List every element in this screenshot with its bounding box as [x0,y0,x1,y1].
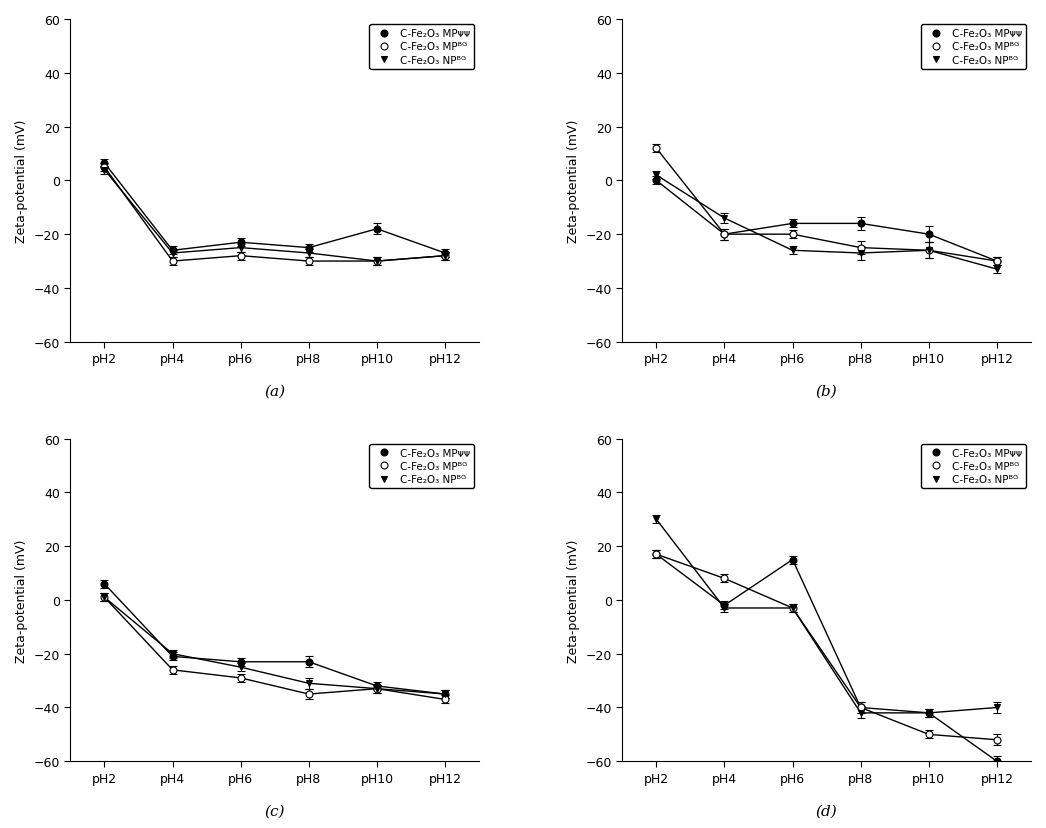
C-Fe₂O₃ MPᴮᴳ [166,665,179,675]
C-Fe₂O₃ MPᴪᴪ [855,703,867,713]
C-Fe₂O₃ MPᴪᴪ [787,555,799,565]
Line: C-Fe₂O₃ NPᴮᴳ: C-Fe₂O₃ NPᴮᴳ [653,516,1000,716]
Line: C-Fe₂O₃ MPᴮᴳ: C-Fe₂O₃ MPᴮᴳ [101,164,449,265]
Line: C-Fe₂O₃ MPᴪᴪ: C-Fe₂O₃ MPᴪᴪ [653,178,1000,265]
Text: (d): (d) [816,803,838,817]
C-Fe₂O₃ MPᴪᴪ [650,550,662,560]
C-Fe₂O₃ MPᴪᴪ [438,689,451,699]
C-Fe₂O₃ MPᴮᴳ [370,257,383,267]
C-Fe₂O₃ MPᴪᴪ [923,708,935,718]
Line: C-Fe₂O₃ MPᴮᴳ: C-Fe₂O₃ MPᴮᴳ [101,594,449,703]
C-Fe₂O₃ MPᴪᴪ [166,246,179,256]
C-Fe₂O₃ MPᴮᴳ [855,703,867,713]
C-Fe₂O₃ NPᴮᴳ [650,515,662,525]
Y-axis label: Zeta-potential (mV): Zeta-potential (mV) [567,119,579,243]
C-Fe₂O₃ NPᴮᴳ [370,257,383,267]
C-Fe₂O₃ NPᴮᴳ [855,708,867,718]
Legend: C-Fe₂O₃ MPᴪᴪ, C-Fe₂O₃ MPᴮᴳ, C-Fe₂O₃ NPᴮᴳ: C-Fe₂O₃ MPᴪᴪ, C-Fe₂O₃ MPᴮᴳ, C-Fe₂O₃ NPᴮᴳ [922,444,1026,489]
C-Fe₂O₃ MPᴪᴪ [370,681,383,691]
Text: (b): (b) [816,384,838,398]
C-Fe₂O₃ MPᴮᴳ [650,550,662,560]
C-Fe₂O₃ MPᴪᴪ [923,230,935,240]
Y-axis label: Zeta-potential (mV): Zeta-potential (mV) [567,538,579,662]
C-Fe₂O₃ MPᴮᴳ [923,246,935,256]
C-Fe₂O₃ NPᴮᴳ [991,703,1003,713]
C-Fe₂O₃ MPᴮᴳ [991,257,1003,267]
C-Fe₂O₃ MPᴮᴳ [855,243,867,253]
Text: (c): (c) [265,803,285,817]
C-Fe₂O₃ NPᴮᴳ [370,684,383,694]
C-Fe₂O₃ MPᴮᴳ [923,729,935,739]
C-Fe₂O₃ NPᴮᴳ [438,689,451,699]
C-Fe₂O₃ MPᴪᴪ [991,757,1003,767]
Line: C-Fe₂O₃ MPᴮᴳ: C-Fe₂O₃ MPᴮᴳ [653,146,1000,265]
C-Fe₂O₃ NPᴮᴳ [302,248,315,258]
Line: C-Fe₂O₃ MPᴪᴪ: C-Fe₂O₃ MPᴪᴪ [101,161,449,258]
Legend: C-Fe₂O₃ MPᴪᴪ, C-Fe₂O₃ MPᴮᴳ, C-Fe₂O₃ NPᴮᴳ: C-Fe₂O₃ MPᴪᴪ, C-Fe₂O₃ MPᴮᴳ, C-Fe₂O₃ NPᴮᴳ [922,25,1026,70]
C-Fe₂O₃ MPᴪᴪ [302,243,315,253]
C-Fe₂O₃ MPᴮᴳ [719,574,731,584]
Y-axis label: Zeta-potential (mV): Zeta-potential (mV) [15,538,28,662]
C-Fe₂O₃ MPᴮᴳ [166,257,179,267]
C-Fe₂O₃ MPᴮᴳ [370,684,383,694]
Line: C-Fe₂O₃ MPᴮᴳ: C-Fe₂O₃ MPᴮᴳ [653,551,1000,744]
C-Fe₂O₃ NPᴮᴳ [991,265,1003,275]
C-Fe₂O₃ NPᴮᴳ [719,604,731,614]
C-Fe₂O₃ MPᴪᴪ [98,579,111,589]
C-Fe₂O₃ MPᴪᴪ [370,224,383,234]
C-Fe₂O₃ MPᴪᴪ [719,230,731,240]
C-Fe₂O₃ MPᴪᴪ [650,176,662,186]
C-Fe₂O₃ MPᴪᴪ [855,219,867,229]
C-Fe₂O₃ MPᴮᴳ [787,230,799,240]
Text: (a): (a) [265,384,286,398]
Line: C-Fe₂O₃ NPᴮᴳ: C-Fe₂O₃ NPᴮᴳ [101,167,449,265]
C-Fe₂O₃ NPᴮᴳ [166,248,179,258]
C-Fe₂O₃ MPᴪᴪ [234,657,247,667]
C-Fe₂O₃ MPᴮᴳ [98,593,111,603]
C-Fe₂O₃ MPᴮᴳ [234,673,247,683]
Y-axis label: Zeta-potential (mV): Zeta-potential (mV) [15,119,28,243]
C-Fe₂O₃ NPᴮᴳ [234,662,247,672]
C-Fe₂O₃ MPᴮᴳ [787,604,799,614]
C-Fe₂O₃ MPᴮᴳ [991,735,1003,745]
Line: C-Fe₂O₃ MPᴪᴪ: C-Fe₂O₃ MPᴪᴪ [101,580,449,698]
C-Fe₂O₃ MPᴮᴳ [302,257,315,267]
C-Fe₂O₃ NPᴮᴳ [787,246,799,256]
Line: C-Fe₂O₃ MPᴪᴪ: C-Fe₂O₃ MPᴪᴪ [653,551,1000,765]
Line: C-Fe₂O₃ NPᴮᴳ: C-Fe₂O₃ NPᴮᴳ [653,172,1000,273]
C-Fe₂O₃ MPᴪᴪ [719,600,731,610]
C-Fe₂O₃ MPᴮᴳ [302,689,315,699]
C-Fe₂O₃ NPᴮᴳ [166,649,179,659]
C-Fe₂O₃ NPᴮᴳ [438,252,451,262]
C-Fe₂O₃ MPᴮᴳ [719,230,731,240]
C-Fe₂O₃ MPᴪᴪ [234,238,247,248]
C-Fe₂O₃ NPᴮᴳ [234,243,247,253]
C-Fe₂O₃ NPᴮᴳ [719,214,731,224]
C-Fe₂O₃ MPᴪᴪ [302,657,315,667]
C-Fe₂O₃ NPᴮᴳ [923,246,935,256]
C-Fe₂O₃ NPᴮᴳ [98,593,111,603]
C-Fe₂O₃ MPᴮᴳ [438,695,451,705]
C-Fe₂O₃ MPᴪᴪ [98,159,111,169]
C-Fe₂O₃ NPᴮᴳ [923,708,935,718]
C-Fe₂O₃ NPᴮᴳ [302,678,315,688]
C-Fe₂O₃ NPᴮᴳ [855,248,867,258]
C-Fe₂O₃ MPᴪᴪ [787,219,799,229]
C-Fe₂O₃ MPᴮᴳ [98,163,111,173]
C-Fe₂O₃ MPᴪᴪ [166,652,179,662]
Legend: C-Fe₂O₃ MPᴪᴪ, C-Fe₂O₃ MPᴮᴳ, C-Fe₂O₃ NPᴮᴳ: C-Fe₂O₃ MPᴪᴪ, C-Fe₂O₃ MPᴮᴳ, C-Fe₂O₃ NPᴮᴳ [369,444,474,489]
C-Fe₂O₃ MPᴮᴳ [234,252,247,262]
C-Fe₂O₃ MPᴮᴳ [650,144,662,154]
C-Fe₂O₃ MPᴪᴪ [438,248,451,258]
C-Fe₂O₃ NPᴮᴳ [650,171,662,181]
C-Fe₂O₃ NPᴮᴳ [787,604,799,614]
C-Fe₂O₃ NPᴮᴳ [98,166,111,176]
Line: C-Fe₂O₃ NPᴮᴳ: C-Fe₂O₃ NPᴮᴳ [101,594,449,698]
C-Fe₂O₃ MPᴮᴳ [438,252,451,262]
C-Fe₂O₃ MPᴪᴪ [991,257,1003,267]
Legend: C-Fe₂O₃ MPᴪᴪ, C-Fe₂O₃ MPᴮᴳ, C-Fe₂O₃ NPᴮᴳ: C-Fe₂O₃ MPᴪᴪ, C-Fe₂O₃ MPᴮᴳ, C-Fe₂O₃ NPᴮᴳ [369,25,474,70]
